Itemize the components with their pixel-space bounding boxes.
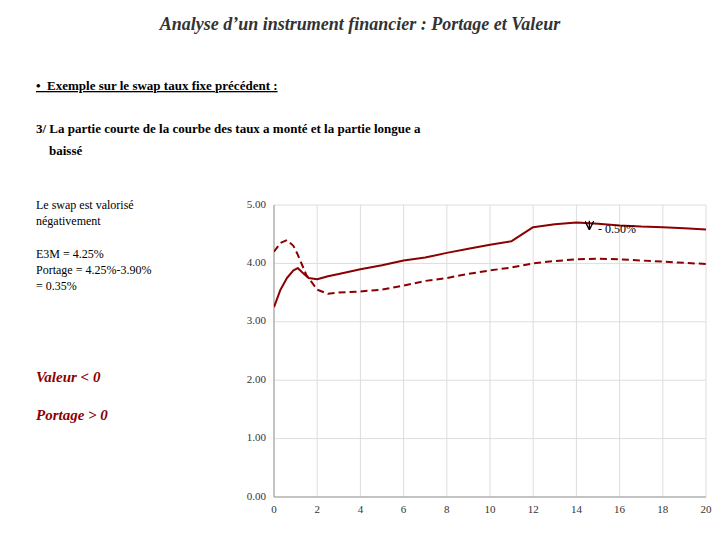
grid-line [533, 205, 534, 497]
grid-line [576, 205, 577, 497]
text-line: • Exemple sur le swap taux fixe précéden… [36, 78, 278, 93]
x-tick-label: 14 [571, 503, 583, 515]
y-tick-label: 3.00 [247, 314, 267, 326]
series-line [274, 240, 706, 294]
text-line: = 0.35% [36, 279, 77, 293]
x-tick-label: 6 [401, 503, 407, 515]
series-line [274, 223, 706, 308]
grid [274, 205, 706, 497]
arrow [589, 221, 590, 229]
text-line: 3/ La partie courte de la courbe des tau… [36, 121, 421, 136]
note: Valeur < 0 [36, 369, 101, 385]
grid-line [706, 205, 707, 497]
grid-line [662, 205, 663, 497]
grid-line [403, 205, 404, 497]
x-axis [274, 497, 706, 498]
x-tick-label: 20 [701, 503, 713, 515]
y-tick-label: 1.00 [247, 431, 267, 443]
grid-line [490, 205, 491, 497]
text-line: Le swap est valorisé [36, 198, 134, 212]
x-tick-label: 8 [444, 503, 450, 515]
y-tick-label: 0.00 [247, 490, 267, 502]
x-tick-label: 12 [528, 503, 539, 515]
y-axis [274, 205, 275, 497]
title: Analyse d’un instrument financier : Port… [159, 14, 562, 34]
background [0, 0, 720, 540]
x-tick-label: 2 [314, 503, 320, 515]
y-tick-label: 2.00 [247, 373, 267, 385]
grid-line [619, 205, 620, 497]
grid-line [274, 497, 706, 498]
x-tick-label: 18 [657, 503, 669, 515]
grid-line [360, 205, 361, 497]
grid-line [274, 205, 275, 497]
plot-data [274, 223, 706, 308]
x-tick-label: 10 [485, 503, 497, 515]
figure: Analyse d’un instrument financier : Port… [0, 0, 720, 540]
note: Portage > 0 [36, 407, 108, 423]
y-tick-label: 4.00 [247, 256, 267, 268]
grid-line [446, 205, 447, 497]
y-tick-label: 5.00 [247, 198, 267, 210]
x-tick-label: 4 [358, 503, 364, 515]
annotation: - 0.50% [598, 222, 636, 236]
axes: 0.00 1.00 2.00 3.00 4.00 5.00 0 2 4 6 8 10 12 14 16 18 2… [247, 198, 712, 515]
grid-line [317, 205, 318, 497]
text-line: E3M = 4.25% [36, 247, 104, 261]
x-tick-label: 0 [271, 503, 277, 515]
text-line: baissé [36, 143, 82, 158]
x-tick-label: 16 [614, 503, 626, 515]
text-line: Portage = 4.25%-3.90% [36, 263, 151, 277]
text-line: négativement [36, 214, 101, 228]
